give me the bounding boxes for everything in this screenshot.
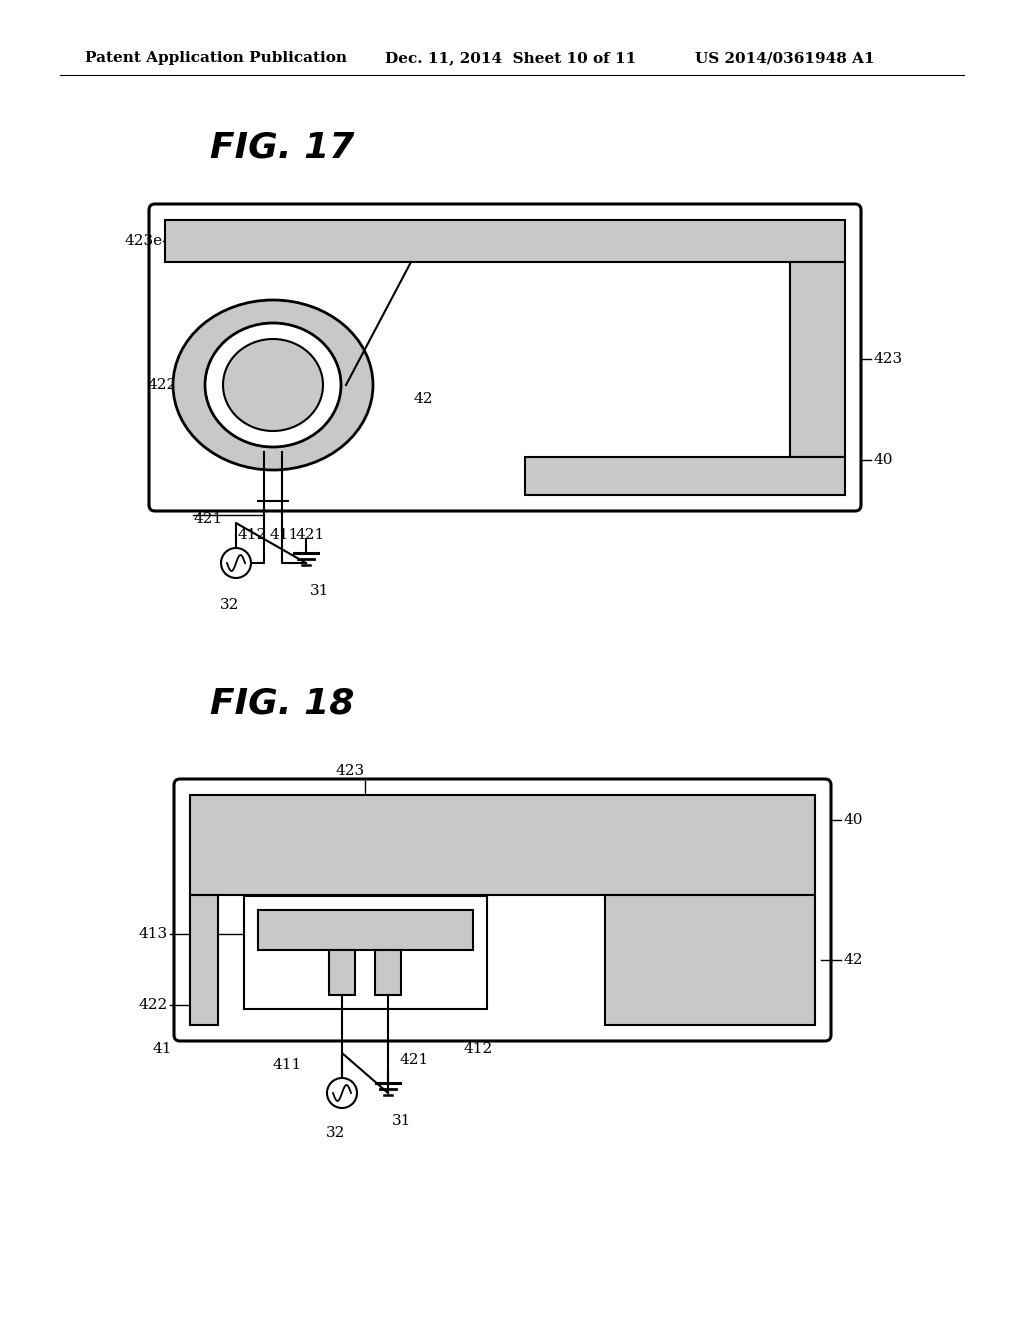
Text: 32: 32 bbox=[220, 598, 240, 612]
Text: 423: 423 bbox=[336, 764, 365, 777]
Bar bbox=[190, 795, 815, 895]
Text: FIG. 18: FIG. 18 bbox=[210, 686, 354, 719]
Text: 423e: 423e bbox=[125, 234, 163, 248]
FancyBboxPatch shape bbox=[174, 779, 831, 1041]
Text: 40: 40 bbox=[873, 453, 893, 467]
Text: 421: 421 bbox=[193, 512, 222, 525]
Text: FIG. 17: FIG. 17 bbox=[210, 131, 354, 165]
Text: 422: 422 bbox=[138, 998, 168, 1012]
Ellipse shape bbox=[205, 323, 341, 447]
Text: 32: 32 bbox=[327, 1126, 346, 1140]
Text: US 2014/0361948 A1: US 2014/0361948 A1 bbox=[695, 51, 874, 65]
Bar bbox=[244, 896, 487, 1008]
Bar bbox=[605, 895, 815, 1026]
Text: 40: 40 bbox=[843, 813, 862, 828]
Bar bbox=[190, 895, 218, 1026]
Bar bbox=[165, 220, 845, 261]
Text: 411: 411 bbox=[270, 528, 299, 543]
Text: 42: 42 bbox=[413, 392, 432, 407]
Text: 31: 31 bbox=[310, 583, 330, 598]
Text: 413: 413 bbox=[139, 927, 168, 941]
Text: 421: 421 bbox=[400, 1053, 429, 1067]
Bar bbox=[375, 950, 401, 995]
Bar bbox=[258, 909, 473, 950]
Text: 41: 41 bbox=[153, 1041, 172, 1056]
Text: 422: 422 bbox=[147, 378, 177, 392]
Text: 421: 421 bbox=[296, 528, 326, 543]
Bar bbox=[329, 950, 355, 995]
Ellipse shape bbox=[173, 300, 373, 470]
Text: 411: 411 bbox=[272, 1059, 302, 1072]
Text: Patent Application Publication: Patent Application Publication bbox=[85, 51, 347, 65]
Text: 423: 423 bbox=[873, 352, 902, 366]
Ellipse shape bbox=[223, 339, 323, 432]
Circle shape bbox=[327, 1078, 357, 1107]
Text: 412: 412 bbox=[237, 528, 266, 543]
Bar bbox=[525, 457, 845, 495]
Bar bbox=[790, 261, 845, 457]
Text: 42: 42 bbox=[843, 953, 862, 968]
Text: 31: 31 bbox=[392, 1114, 412, 1129]
Circle shape bbox=[221, 548, 251, 578]
Text: Dec. 11, 2014  Sheet 10 of 11: Dec. 11, 2014 Sheet 10 of 11 bbox=[385, 51, 636, 65]
FancyBboxPatch shape bbox=[150, 205, 861, 511]
Text: 412: 412 bbox=[463, 1041, 493, 1056]
